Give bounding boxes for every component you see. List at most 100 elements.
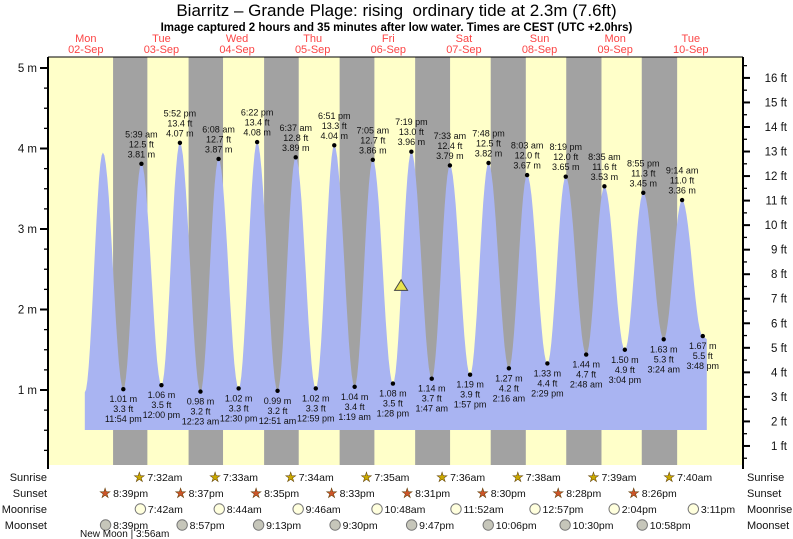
sunset-row-label-left: Sunset — [13, 488, 47, 500]
sunrise-row-label-right: Sunrise — [747, 472, 784, 484]
tide-dot — [254, 139, 260, 145]
moonrise-time: 9:46am — [306, 504, 341, 516]
moonrise-time: 12:57pm — [543, 504, 584, 516]
left-axis-tick-label: 4 m — [18, 144, 37, 156]
moon-phase-label: New Moon | 3:56am — [80, 529, 169, 539]
tide-dot — [622, 347, 628, 352]
moonrise-time: 3:11pm — [701, 504, 735, 516]
low-tide-label-line: 3.7 ft — [422, 394, 443, 404]
high-tide-label-line: 5:39 am — [125, 129, 158, 139]
tide-dot — [486, 160, 491, 166]
low-tide-label-line: 1.08 m — [379, 389, 407, 399]
sunset-time: 8:26pm — [642, 488, 677, 500]
high-tide-label-line: 3.36 m — [668, 186, 696, 196]
high-tide-label-line: 4.04 m — [321, 131, 349, 141]
right-axis-tick-label: 12 ft — [765, 171, 788, 183]
tide-dot — [159, 382, 164, 388]
sunset-star-icon: ★ — [326, 486, 338, 501]
low-tide-label-line: 1:19 am — [338, 412, 371, 422]
high-tide-label-line: 8:19 pm — [549, 142, 582, 152]
high-tide-label-line: 4.08 m — [243, 128, 271, 138]
high-tide-label-line: 3.96 m — [398, 137, 426, 147]
page-title: Biarritz – Grande Plage: rising ordinary… — [176, 1, 617, 20]
low-tide-label-line: 0.99 m — [264, 396, 292, 406]
left-axis-tick-label: 3 m — [18, 224, 37, 236]
moonset-circle-icon — [329, 519, 341, 531]
moonset-time: 8:57pm — [190, 520, 225, 532]
current-tide-marker — [393, 278, 409, 291]
low-tide-label-line: 1.67 m — [689, 341, 717, 351]
sunset-star-icon: ★ — [628, 486, 640, 501]
high-tide-label-line: 3.79 m — [436, 151, 464, 161]
high-tide-label-line: 8:03 am — [511, 141, 544, 151]
tide-dot — [563, 174, 568, 179]
high-tide-label-line: 3.81 m — [128, 149, 156, 159]
high-tide-label-line: 12.5 ft — [476, 138, 502, 148]
day-name-label: Fri — [382, 33, 395, 45]
moonset-time: 10:30pm — [573, 520, 614, 532]
sunset-star-icon: ★ — [477, 486, 489, 501]
high-tide-label-line: 6:37 am — [279, 123, 312, 133]
low-tide-label-line: 1.44 m — [572, 360, 600, 370]
high-tide-label-line: 6:08 am — [202, 124, 235, 134]
sunrise-time: 7:34am — [299, 472, 334, 484]
low-tide-label-line: 12:00 pm — [143, 410, 181, 420]
low-tide-label-line: 2:16 am — [493, 393, 526, 403]
right-axis-tick-label: 13 ft — [765, 147, 788, 159]
left-axis-tick-label: 5 m — [18, 63, 37, 75]
right-axis-tick-label: 9 ft — [771, 245, 788, 257]
right-axis-tick-label: 8 ft — [771, 269, 788, 281]
day-name-label: Wed — [226, 33, 248, 45]
tide-dot — [275, 388, 280, 394]
moonrise-row-label-left: Moonrise — [2, 504, 47, 516]
moonset-time: 9:13pm — [266, 520, 301, 532]
high-tide-label-line: 11.6 ft — [592, 162, 617, 172]
tide-curve-area — [84, 142, 707, 430]
sunrise-star-icon: ★ — [436, 470, 448, 485]
moonrise-circle-icon — [529, 503, 541, 515]
day-name-label: Mon — [604, 33, 625, 45]
sunrise-star-icon: ★ — [209, 470, 221, 485]
sunset-star-icon: ★ — [175, 486, 187, 501]
low-tide-label-line: 1.02 m — [302, 393, 330, 403]
low-tide-label-line: 1.14 m — [418, 384, 446, 394]
moonset-time: 10:06pm — [496, 520, 537, 532]
tide-dot — [216, 156, 221, 162]
right-axis-tick-label: 5 ft — [771, 343, 788, 355]
tide-dot — [313, 386, 318, 391]
low-tide-label-line: 4.2 ft — [499, 383, 520, 393]
low-tide-label-line: 2:29 pm — [531, 388, 564, 398]
high-tide-label-line: 3.53 m — [591, 172, 619, 182]
day-name-label: Thu — [303, 33, 322, 45]
moonset-time: 9:47pm — [419, 520, 454, 532]
sunset-row-label-right: Sunset — [747, 488, 781, 500]
low-tide-label-line: 5.5 ft — [693, 351, 714, 361]
low-tide-label-line: 3.4 ft — [345, 402, 366, 412]
tide-dot — [139, 161, 144, 166]
tide-dot — [700, 333, 705, 339]
sunset-time: 8:37pm — [189, 488, 224, 500]
high-tide-label-line: 12.4 ft — [437, 141, 463, 151]
tide-dot — [293, 155, 298, 160]
low-tide-label-line: 3.3 ft — [229, 403, 250, 413]
high-tide-label-line: 4.07 m — [166, 128, 194, 138]
moonset-row-label-right: Moonset — [747, 520, 789, 532]
right-axis-tick-label: 11 ft — [765, 196, 787, 208]
sunset-time: 8:28pm — [566, 488, 601, 500]
low-tide-label-line: 4.7 ft — [576, 370, 597, 380]
tide-dot — [121, 386, 126, 392]
sunrise-time: 7:38am — [526, 472, 561, 484]
high-tide-label-line: 6:51 pm — [318, 111, 351, 121]
day-date-label: 06-Sep — [371, 44, 406, 56]
tide-dot — [467, 372, 473, 377]
low-tide-label-line: 12:59 pm — [297, 413, 335, 423]
right-axis-tick-label: 16 ft — [765, 73, 788, 85]
moonset-circle-icon — [252, 519, 265, 531]
high-tide-label-line: 11.3 ft — [631, 168, 656, 178]
left-axis-tick-label: 1 m — [18, 385, 37, 397]
sunrise-star-icon: ★ — [361, 470, 373, 485]
low-tide-label-line: 12:30 pm — [220, 413, 258, 423]
day-date-label: 03-Sep — [144, 44, 179, 56]
